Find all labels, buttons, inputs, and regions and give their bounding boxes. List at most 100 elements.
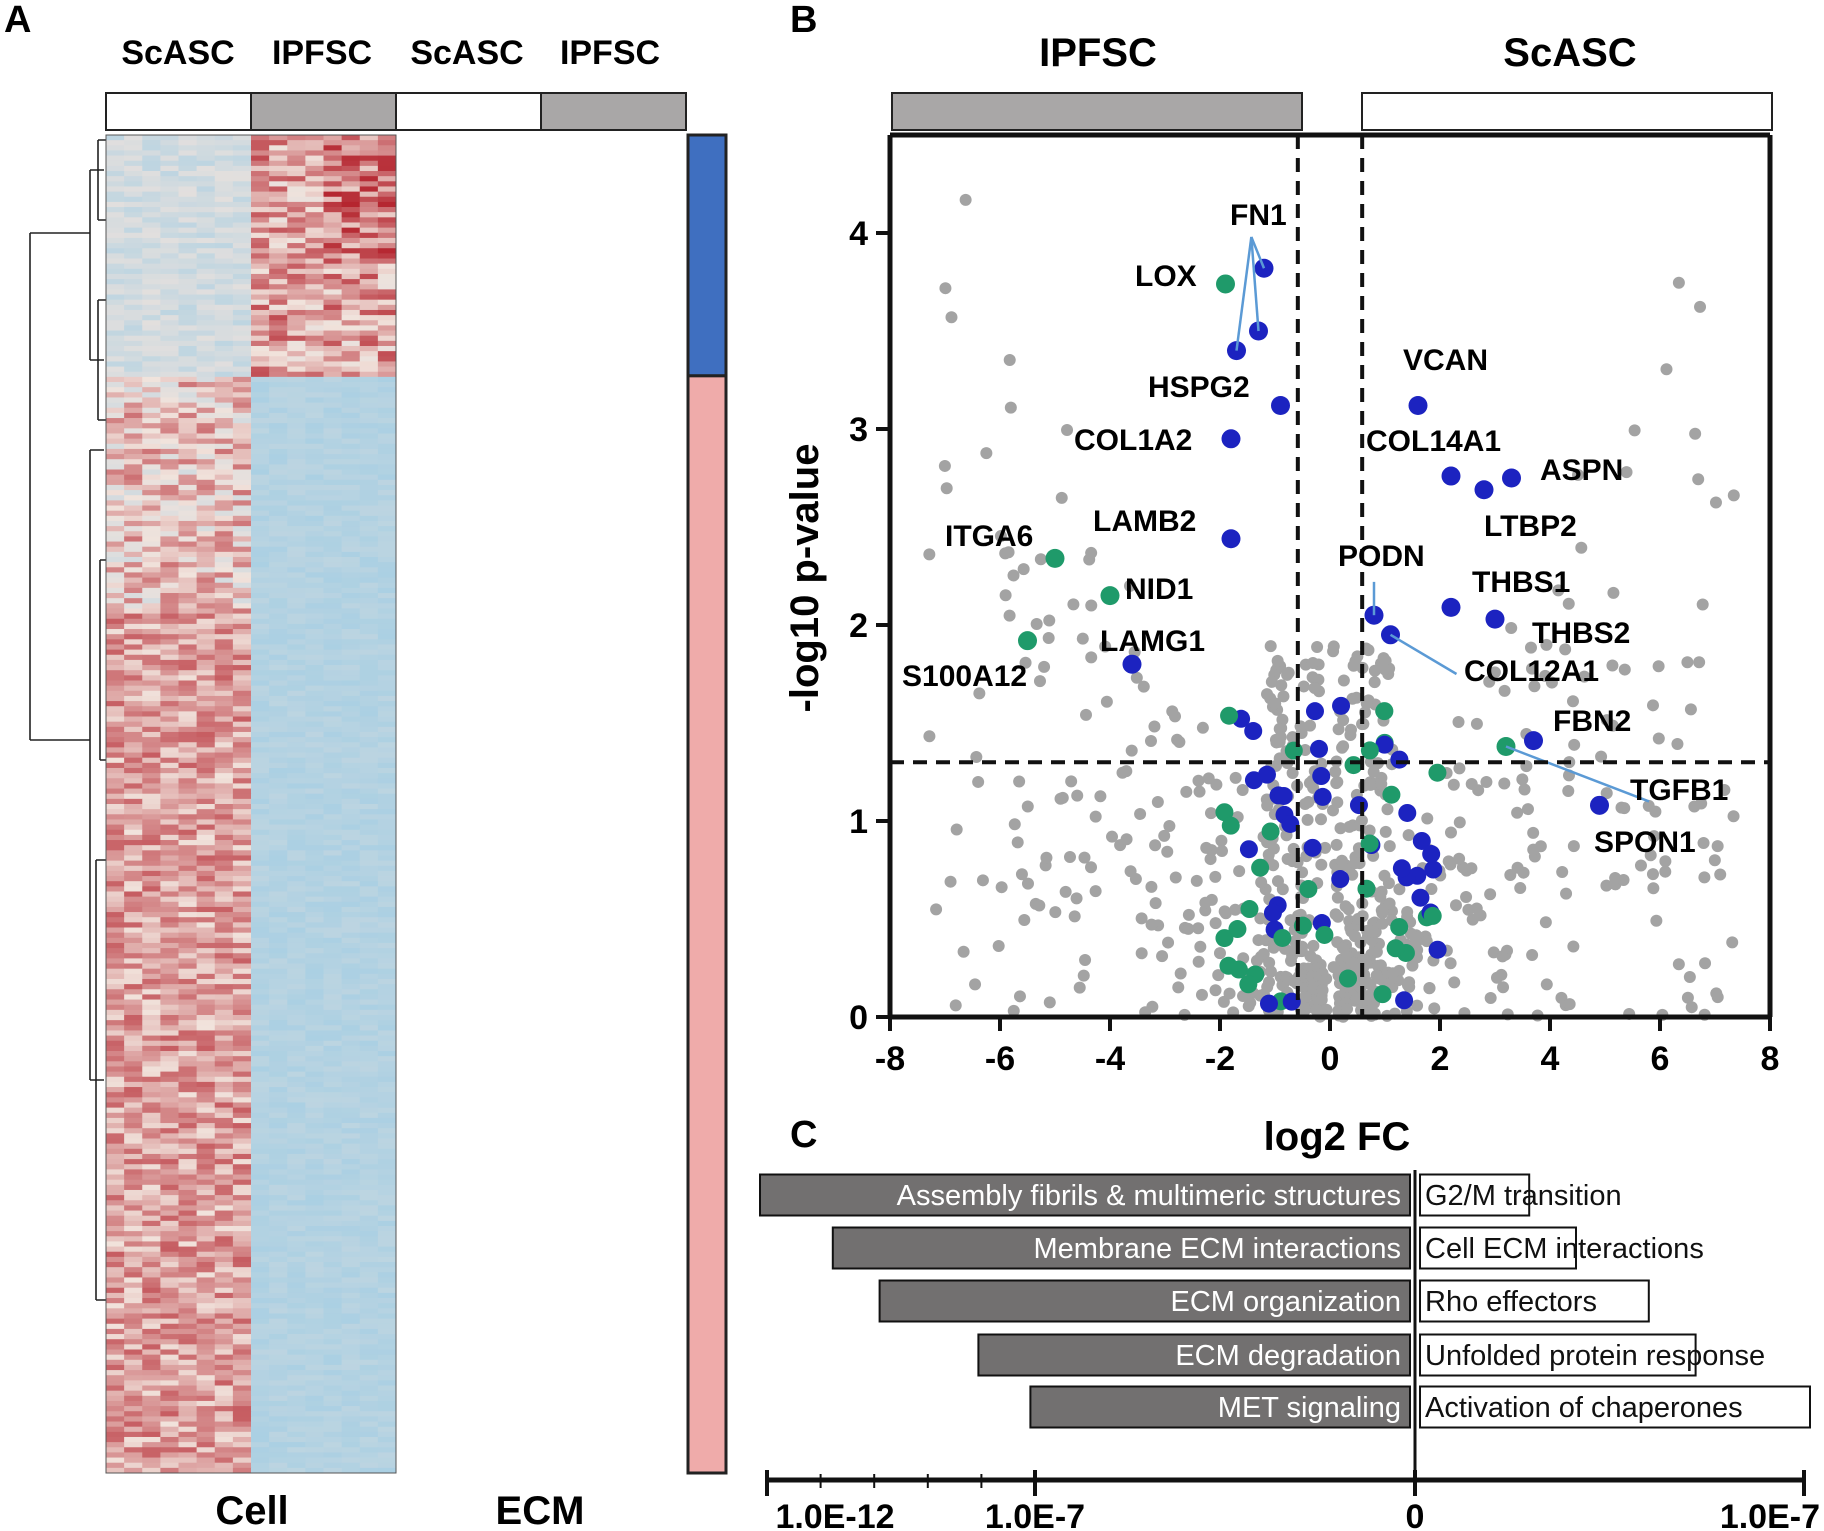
heatmap-cell <box>142 850 161 856</box>
heatmap-cell <box>251 1014 270 1021</box>
heatmap-cell <box>287 922 306 928</box>
heatmap-cell <box>214 973 234 980</box>
heatmap-cell <box>178 1395 198 1402</box>
heatmap-cell <box>124 176 143 182</box>
heatmap-cell <box>178 716 198 723</box>
heatmap-cell <box>287 1066 306 1072</box>
heatmap-cell <box>160 629 179 635</box>
heatmap-cell <box>287 1308 306 1314</box>
heatmap-cell <box>341 1076 361 1083</box>
heatmap-cell <box>160 433 179 440</box>
heatmap-cell <box>214 387 234 393</box>
heatmap-cell <box>124 541 143 548</box>
heatmap-cell <box>323 546 343 553</box>
heatmap-cell <box>232 520 252 527</box>
heatmap-cell <box>305 387 324 393</box>
heatmap-cell <box>251 1298 270 1304</box>
heatmap-cell <box>196 644 216 651</box>
heatmap-cell <box>106 1426 125 1433</box>
heatmap-cell <box>359 309 379 316</box>
heatmap-cell <box>142 340 161 347</box>
volcano-point <box>1071 789 1084 802</box>
heatmap-cell <box>124 767 143 774</box>
heatmap-cell <box>251 989 270 995</box>
heatmap-cell <box>305 1071 324 1078</box>
volcano-point <box>1671 737 1684 750</box>
heatmap-cell <box>196 639 216 645</box>
heatmap-cell <box>377 1051 397 1057</box>
heatmap-cell <box>269 1416 288 1422</box>
heatmap-cell <box>377 201 397 208</box>
heatmap-cell <box>305 1334 324 1340</box>
heatmap-cell <box>323 495 343 501</box>
heatmap-cell <box>323 479 343 486</box>
heatmap-cell <box>341 1334 361 1340</box>
heatmap-cell <box>377 598 397 604</box>
heatmap-cell <box>142 1292 161 1299</box>
heatmap-cell <box>232 783 252 789</box>
heatmap-cell <box>377 680 397 687</box>
heatmap-cell <box>377 1061 397 1067</box>
volcano-point <box>1685 1001 1698 1014</box>
heatmap-cell <box>124 1287 143 1294</box>
heatmap-cell <box>341 428 361 434</box>
heatmap-cell <box>251 639 270 645</box>
heatmap-cell <box>305 1292 324 1299</box>
heatmap-cell <box>214 824 234 831</box>
heatmap-cell <box>106 526 125 532</box>
heatmap-cell <box>232 1282 252 1289</box>
heatmap-cell <box>106 1339 125 1345</box>
heatmap-cell <box>377 567 397 573</box>
heatmap-cell <box>124 896 143 903</box>
heatmap-cell <box>305 361 324 367</box>
heatmap-cell <box>142 1200 161 1206</box>
heatmap-cell <box>341 1143 361 1150</box>
heatmap-cell <box>287 716 306 723</box>
heatmap-cell <box>323 654 343 661</box>
heatmap-cell <box>232 454 252 460</box>
heatmap-cell <box>106 1272 125 1278</box>
heatmap-cell <box>323 315 343 321</box>
heatmap-cell <box>124 1354 143 1361</box>
heatmap-cell <box>269 587 288 594</box>
heatmap-cell <box>178 536 198 542</box>
heatmap-cell <box>160 335 179 342</box>
heatmap-cell <box>196 438 216 445</box>
heatmap-cell <box>269 639 288 645</box>
heatmap-cell <box>106 150 125 156</box>
heatmap-cell <box>196 865 216 872</box>
heatmap-cell <box>251 793 270 800</box>
heatmap-cell <box>305 1225 324 1232</box>
heatmap-cell <box>160 994 179 1000</box>
heatmap-cell <box>323 1323 343 1330</box>
heatmap-cell <box>341 1436 361 1443</box>
volcano-point <box>1379 825 1392 838</box>
heatmap-cell <box>142 1102 161 1109</box>
volcano-point <box>1726 936 1739 949</box>
heatmap-cell <box>359 634 379 640</box>
heatmap-cell <box>196 870 216 877</box>
heatmap-cell <box>124 1426 143 1433</box>
heatmap-cell <box>124 1087 143 1093</box>
heatmap-cell <box>359 593 379 599</box>
heatmap-cell <box>251 906 270 913</box>
volcano-point <box>1344 728 1357 741</box>
heatmap-cell <box>269 973 288 980</box>
heatmap-cell <box>232 963 252 970</box>
heatmap-cell <box>232 1071 252 1078</box>
heatmap-cell <box>160 294 179 301</box>
heatmap-cell <box>251 1308 270 1314</box>
heatmap-cell <box>377 1143 397 1150</box>
heatmap-cell <box>178 644 198 651</box>
heatmap-cell <box>106 181 125 187</box>
heatmap-cell <box>178 783 198 789</box>
heatmap-cell <box>323 1375 343 1381</box>
heatmap-cell <box>214 1045 234 1052</box>
heatmap-cell <box>214 1447 234 1453</box>
heatmap-cell <box>305 845 324 851</box>
heatmap-cell <box>341 809 361 815</box>
volcano-point <box>1332 723 1345 736</box>
heatmap-cell <box>142 1225 161 1232</box>
heatmap-cell <box>178 443 198 450</box>
heatmap-cell <box>196 340 216 347</box>
